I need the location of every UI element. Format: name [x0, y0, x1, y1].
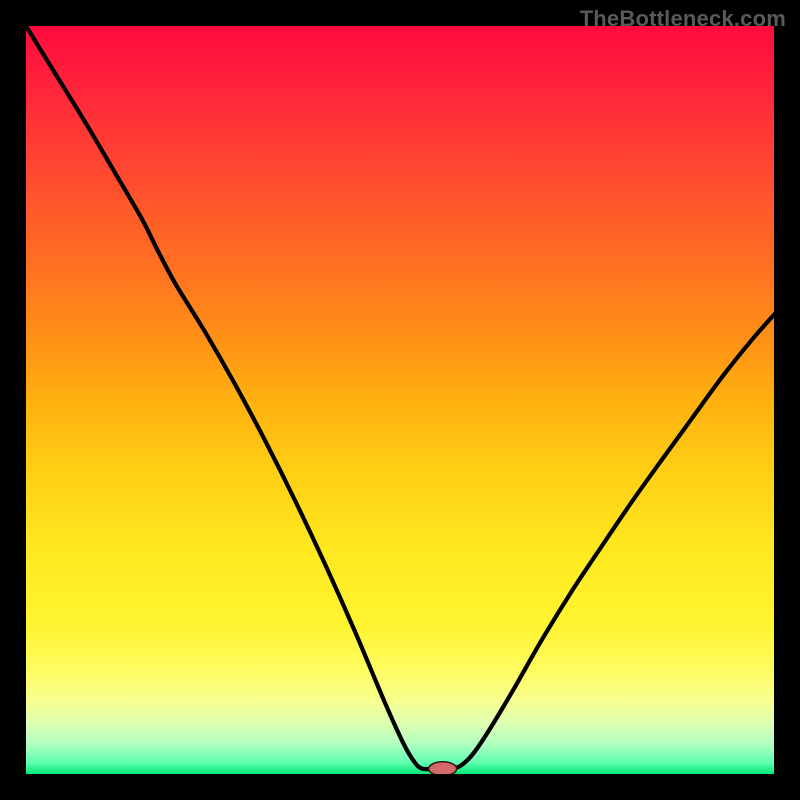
- chart-frame: TheBottleneck.com: [0, 0, 800, 800]
- plot-area: [26, 26, 774, 774]
- chart-svg: [26, 26, 774, 774]
- optimal-point-marker: [429, 762, 457, 774]
- gradient-background: [26, 26, 774, 774]
